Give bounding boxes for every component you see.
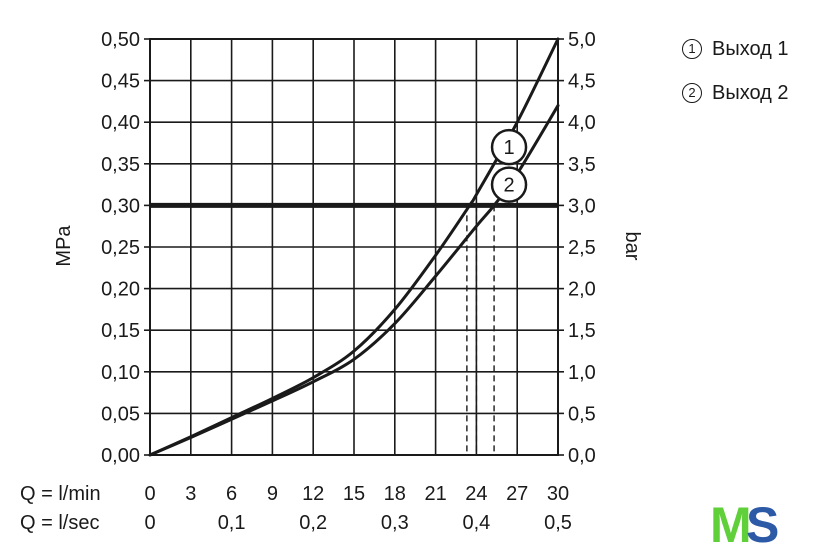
plot-frame [149, 38, 559, 456]
legend-marker-1: 1 [682, 39, 702, 59]
y-right-axis-title: bar [621, 232, 643, 261]
x-tick-label: 18 [384, 483, 406, 505]
x-tick-label: 0 [144, 483, 155, 505]
x-tick-label: 3 [185, 483, 196, 505]
legend-label-2: Выход 2 [712, 81, 789, 104]
y-left-tick-label: 0,45 [101, 71, 140, 93]
y-right-tick-label: 5,0 [568, 29, 596, 51]
y-right-tick-label: 2,5 [568, 237, 596, 259]
legend-marker-2: 2 [682, 83, 702, 103]
y-left-tick-label: 0,35 [101, 154, 140, 176]
y-left-axis-title: MPa [53, 225, 75, 267]
y-left-tick-label: 0,40 [101, 112, 140, 134]
legend: 1 Выход 1 2 Выход 2 [682, 34, 838, 122]
x-axis-row-label: Q = l/sec [20, 512, 99, 534]
legend-item-1: 1 Выход 1 [682, 34, 838, 64]
y-left-tick-label: 0,30 [101, 195, 140, 217]
y-left-tick-label: 0,25 [101, 237, 140, 259]
x-tick-label: 0,5 [544, 512, 572, 534]
x-tick-label: 0,2 [299, 512, 327, 534]
x-tick-label: 9 [267, 483, 278, 505]
series-marker-circle-1 [490, 128, 528, 166]
series-marker-circle-2 [490, 166, 528, 203]
y-right-tick-label: 2,0 [568, 279, 596, 301]
series-marker-label-2: 2 [503, 175, 514, 197]
x-tick-label: 27 [506, 483, 528, 505]
y-left-tick-label: 0,50 [101, 29, 140, 51]
x-tick-label: 0 [144, 512, 155, 534]
x-tick-label: 6 [226, 483, 237, 505]
y-left-tick-label: 0,15 [101, 320, 140, 342]
y-right-tick-label: 0,0 [568, 445, 596, 467]
y-left-tick-label: 0,00 [101, 445, 140, 467]
x-tick-label: 0,1 [218, 512, 246, 534]
y-left-tick-label: 0,20 [101, 279, 140, 301]
y-left-tick-label: 0,05 [101, 403, 140, 425]
legend-item-2: 2 Выход 2 [682, 78, 838, 108]
x-tick-label: 12 [302, 483, 324, 505]
y-right-tick-label: 4,0 [568, 112, 596, 134]
x-tick-label: 15 [343, 483, 365, 505]
x-tick-label: 24 [465, 483, 487, 505]
x-tick-label: 0,4 [462, 512, 490, 534]
series-line-2 [148, 104, 560, 457]
ms-logo: M S [710, 498, 779, 550]
logo-s: S [746, 498, 779, 550]
x-axis-row-label: Q = l/min [20, 483, 101, 505]
x-tick-label: 30 [547, 483, 569, 505]
y-right-tick-label: 4,5 [568, 71, 596, 93]
logo-m: M [710, 498, 752, 550]
x-tick-label: 21 [424, 483, 446, 505]
y-right-tick-label: 1,5 [568, 320, 596, 342]
y-right-tick-label: 1,0 [568, 362, 596, 384]
y-right-tick-label: 3,0 [568, 195, 596, 217]
series-marker-label-1: 1 [503, 137, 514, 159]
x-tick-label: 0,3 [381, 512, 409, 534]
y-left-tick-label: 0,10 [101, 362, 140, 384]
y-right-tick-label: 0,5 [568, 403, 596, 425]
series-line-1 [148, 37, 560, 457]
y-right-tick-label: 3,5 [568, 154, 596, 176]
legend-label-1: Выход 1 [712, 37, 789, 60]
